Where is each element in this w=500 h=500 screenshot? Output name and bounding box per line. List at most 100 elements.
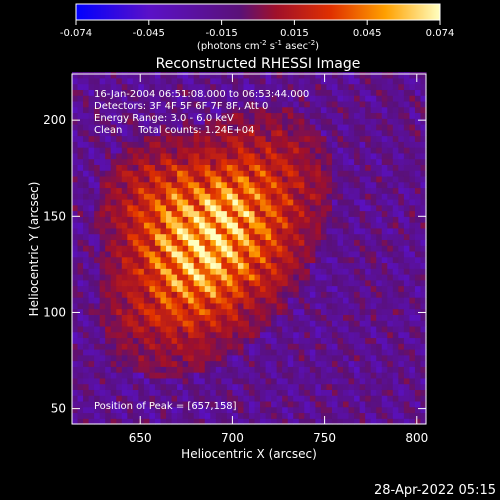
heatmap-cell [309,147,316,154]
heatmap-cell [254,147,261,154]
heatmap-cell [354,291,361,298]
heatmap-cell [348,233,355,240]
heatmap-cell [243,124,250,131]
heatmap-cell [337,279,344,287]
heatmap-cell [94,262,101,269]
heatmap-cell [72,343,79,350]
heatmap-cell [293,135,300,142]
heatmap-cell [392,383,399,390]
heatmap-cell [166,175,173,183]
heatmap-cell [143,141,151,148]
heatmap-cell [210,227,217,235]
heatmap-cell [72,372,79,379]
heatmap-cell [138,302,145,310]
heatmap-cell [77,268,84,275]
heatmap-cell [260,279,267,287]
heatmap-cell [320,412,328,419]
heatmap-cell [149,308,156,315]
heatmap-cell [282,325,289,333]
heatmap-cell [160,256,167,264]
heatmap-cell [83,279,90,287]
heatmap-cell [160,216,167,223]
heatmap-cell [105,100,112,108]
heatmap-cell [376,383,383,390]
heatmap-cell [232,204,239,212]
colorbar-ticks: -0.074 -0.045 -0.015 0.015 0.045 0.074 [60,20,454,39]
heatmap-cell [226,72,234,79]
heatmap-cell [348,279,355,287]
heatmap-cell [160,279,167,287]
heatmap-cell [320,268,328,275]
heatmap-cell [204,331,211,339]
heatmap-cell [110,77,117,85]
heatmap-cell [365,181,372,189]
heatmap-cell [105,106,112,114]
heatmap-cell [94,152,101,160]
heatmap-cell [182,193,189,200]
heatmap-cell [171,389,178,396]
heatmap-cell [215,158,222,165]
heatmap-cell [110,406,117,414]
heatmap-cell [304,204,311,212]
heatmap-cell [320,118,328,125]
heatmap-cell [160,377,167,385]
heatmap-cell [154,302,162,310]
heatmap-cell [77,118,84,125]
heatmap-cell [260,372,267,379]
heatmap-cell [343,395,350,402]
heatmap-cell [204,175,211,183]
heatmap-cell [343,406,350,414]
heatmap-cell [171,199,178,206]
heatmap-cell [376,95,383,102]
heatmap-cell [154,187,162,194]
heatmap-cell [282,372,289,379]
heatmap-cell [287,175,294,183]
heatmap-cell [387,400,394,408]
heatmap-cell [204,372,211,379]
heatmap-cell [331,193,339,200]
heatmap-cell [343,210,350,217]
heatmap-cell [403,222,411,229]
heatmap-cell [249,262,256,269]
heatmap-cell [210,412,217,419]
heatmap-cell [348,164,355,171]
heatmap-cell [127,187,134,194]
heatmap-cell [265,193,272,200]
heatmap-cell [254,418,261,425]
heatmap-cell [276,187,283,194]
heatmap-cell [210,239,217,246]
heatmap-cell [154,389,162,396]
heatmap-cell [403,418,411,425]
heatmap-cell [409,418,416,425]
heatmap-cell [221,250,228,258]
heatmap-cell [337,170,344,177]
heatmap-cell [99,216,106,223]
heatmap-cell [221,395,228,402]
heatmap-cell [271,227,278,235]
heatmap-cell [315,279,322,287]
heatmap-cell [381,274,388,281]
heatmap-cell [132,95,139,102]
heatmap-cell [171,216,178,223]
heatmap-cell [243,77,250,85]
heatmap-cell [287,100,294,108]
heatmap-cell [182,210,189,217]
heatmap-cell [221,320,228,327]
heatmap-cell [193,302,200,310]
heatmap-cell [99,199,106,206]
heatmap-cell [249,175,256,183]
heatmap-cell [387,222,394,229]
heatmap-cell [149,77,156,85]
heatmap-cell [271,193,278,200]
heatmap-cell [354,262,361,269]
heatmap-cell [105,389,112,396]
heatmap-cell [199,274,206,281]
heatmap-cell [72,274,79,281]
heatmap-cell [260,210,267,217]
heatmap-cell [254,89,261,96]
heatmap-cell [110,383,117,390]
heatmap-cell [88,325,95,333]
heatmap-cell [403,354,411,362]
heatmap-cell [420,175,427,183]
heatmap-cell [210,302,217,310]
